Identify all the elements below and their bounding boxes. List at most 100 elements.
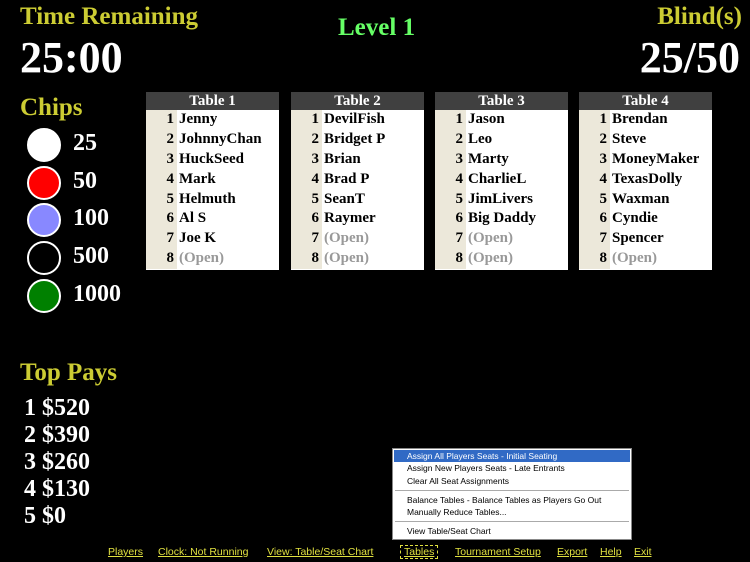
seat-number: 8 [291, 249, 322, 270]
player-name: Brian [324, 150, 361, 167]
table-card: Table 1 1 Jenny 2 JohnnyChan 3 HuckSeed 4 Mark 5 H… [146, 92, 279, 270]
table-title: Table 3 [435, 92, 568, 110]
seat-number: 6 [291, 209, 322, 230]
seat-number: 6 [146, 209, 177, 230]
player-name: Al S [179, 210, 207, 227]
seat-row[interactable]: 6 Big Daddy [435, 209, 568, 230]
menu-item-clear-seats[interactable]: Clear All Seat Assignments [407, 475, 510, 486]
seat-row[interactable]: 2 Bridget P [291, 129, 424, 150]
player-name: (Open) [468, 250, 513, 267]
player-name: Jenny [179, 111, 218, 127]
menubar-exit[interactable]: Exit [634, 546, 652, 558]
seat-row[interactable]: 7 (Open) [435, 229, 568, 250]
seat-row[interactable]: 1 DevilFish [291, 110, 424, 130]
seat-row[interactable]: 4 Mark [146, 169, 279, 190]
seat-number: 3 [291, 149, 322, 170]
player-name: HuckSeed [179, 150, 245, 167]
seat-number: 5 [291, 189, 322, 210]
payout-item: 5 $0 [24, 503, 66, 529]
seat-row[interactable]: 3 Brian [291, 149, 424, 170]
seat-number: 7 [579, 229, 610, 250]
player-name: JohnnyChan [179, 130, 262, 147]
menubar-clock[interactable]: Clock: Not Running [158, 546, 249, 558]
player-name: TexasDolly [612, 170, 683, 187]
seat-number: 6 [435, 209, 466, 230]
menu-item-view-seat-chart[interactable]: View Table/Seat Chart [407, 526, 491, 537]
seat-number: 3 [435, 149, 466, 170]
table-title: Table 1 [146, 92, 279, 110]
seat-row[interactable]: 2 Leo [435, 129, 568, 150]
menubar-tournament-setup[interactable]: Tournament Setup [455, 546, 541, 558]
seat-number: 3 [579, 149, 610, 170]
seat-row[interactable]: 6 Cyndie [579, 209, 712, 230]
seat-row[interactable]: 8 (Open) [579, 249, 712, 270]
seat-row[interactable]: 4 TexasDolly [579, 169, 712, 190]
seat-row[interactable]: 8 (Open) [146, 249, 279, 270]
player-name: Joe K [179, 230, 217, 247]
player-name: Spencer [612, 230, 664, 247]
player-name: SeanT [324, 190, 365, 207]
seat-row[interactable]: 2 Steve [579, 129, 712, 150]
seat-row[interactable]: 7 Joe K [146, 229, 279, 250]
player-name: (Open) [179, 250, 224, 267]
seat-row[interactable]: 1 Brendan [579, 110, 712, 130]
chip-value: 1000 [73, 281, 121, 307]
seat-row[interactable]: 5 Helmuth [146, 189, 279, 210]
player-name: (Open) [468, 230, 513, 247]
player-name: Raymer [324, 210, 376, 227]
chip-value: 500 [73, 243, 109, 269]
level-label: Level 1 [338, 14, 416, 41]
menu-item-assign-new-seats[interactable]: Assign New Players Seats - Late Entrants [407, 463, 565, 474]
player-name: Big Daddy [468, 210, 536, 227]
seat-row[interactable]: 8 (Open) [291, 249, 424, 270]
seat-row[interactable]: 1 Jason [435, 110, 568, 130]
menu-item-reduce-tables[interactable]: Manually Reduce Tables... [407, 507, 507, 518]
player-name: Helmuth [179, 190, 236, 207]
seat-row[interactable]: 5 SeanT [291, 189, 424, 210]
menubar-view[interactable]: View: Table/Seat Chart [267, 546, 374, 558]
seat-row[interactable]: 7 Spencer [579, 229, 712, 250]
top-pays-title: Top Pays [20, 359, 118, 386]
chips-title: Chips [20, 94, 83, 121]
seat-number: 1 [435, 110, 466, 130]
player-name: (Open) [324, 230, 369, 247]
menu-separator [395, 521, 629, 523]
seat-number: 8 [579, 249, 610, 270]
seat-number: 8 [435, 249, 466, 270]
menubar-export[interactable]: Export [557, 546, 588, 558]
seat-number: 4 [146, 169, 177, 190]
menu-item-balance-tables[interactable]: Balance Tables - Balance Tables as Playe… [407, 494, 602, 505]
menubar-players[interactable]: Players [108, 546, 144, 558]
seat-row[interactable]: 6 Al S [146, 209, 279, 230]
seat-number: 5 [579, 189, 610, 210]
menubar-help[interactable]: Help [600, 546, 622, 558]
seat-row[interactable]: 1 Jenny [146, 110, 279, 130]
seat-number: 4 [291, 169, 322, 190]
seat-row[interactable]: 3 HuckSeed [146, 149, 279, 170]
player-name: DevilFish [324, 111, 385, 127]
payout-item: 1 $520 [24, 395, 90, 421]
seat-number: 7 [146, 229, 177, 250]
seat-row[interactable]: 4 Brad P [291, 169, 424, 190]
seat-number: 5 [146, 189, 177, 210]
seat-row[interactable]: 7 (Open) [291, 229, 424, 250]
seat-row[interactable]: 5 Waxman [579, 189, 712, 210]
seat-row[interactable]: 5 JimLivers [435, 189, 568, 210]
seat-row[interactable]: 3 MoneyMaker [579, 149, 712, 170]
player-name: Cyndie [612, 210, 658, 227]
seat-row[interactable]: 2 JohnnyChan [146, 129, 279, 150]
seat-number: 2 [579, 129, 610, 150]
seat-row[interactable]: 6 Raymer [291, 209, 424, 230]
seat-row[interactable]: 8 (Open) [435, 249, 568, 270]
payout-item: 4 $130 [24, 476, 90, 502]
player-name: JimLivers [468, 190, 533, 207]
menubar-tables[interactable]: Tables [400, 545, 439, 559]
menu-bar: Players Clock: Not Running View: Table/S… [0, 545, 750, 561]
menu-item-assign-all-seats[interactable]: Assign All Players Seats - Initial Seati… [394, 450, 630, 463]
seat-row[interactable]: 4 CharlieL [435, 169, 568, 190]
player-name: Bridget P [324, 130, 386, 147]
seat-row[interactable]: 3 Marty [435, 149, 568, 170]
seat-number: 8 [146, 249, 177, 270]
player-name: Brad P [324, 170, 370, 187]
seat-number: 2 [291, 129, 322, 150]
